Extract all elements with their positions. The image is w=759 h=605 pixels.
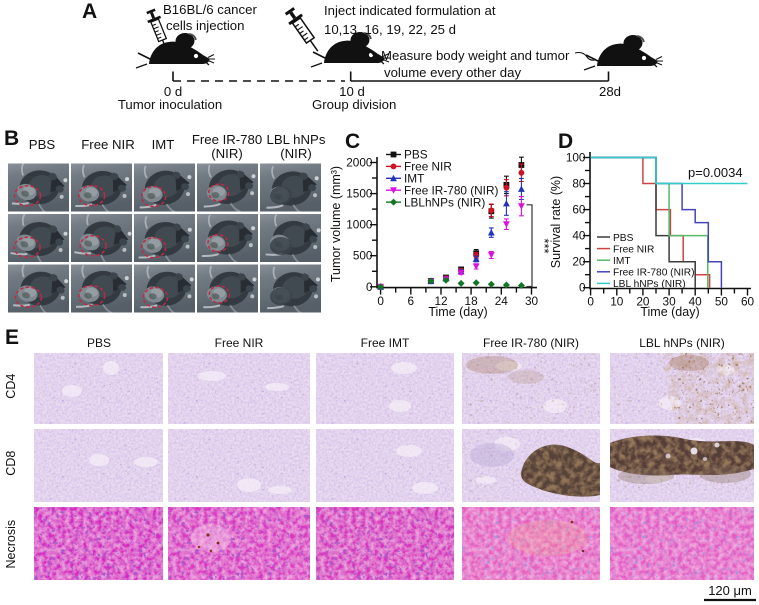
svg-text:30: 30 — [663, 295, 677, 309]
svg-text:50: 50 — [715, 295, 729, 309]
svg-text:60: 60 — [572, 203, 586, 217]
svg-text:80: 80 — [572, 177, 586, 191]
svg-text:10: 10 — [610, 295, 624, 309]
svg-text:60: 60 — [741, 295, 755, 309]
svg-text:LBLhNPs (NIR): LBLhNPs (NIR) — [404, 195, 485, 209]
svg-text:IMT: IMT — [404, 172, 424, 186]
svg-text:IMT: IMT — [613, 256, 631, 267]
svg-text:100: 100 — [566, 151, 586, 165]
svg-text:0: 0 — [579, 281, 586, 295]
svg-text:18: 18 — [465, 294, 479, 308]
svg-text:Tumor volume (mm³): Tumor volume (mm³) — [329, 166, 343, 282]
svg-text:LBL hNPs (NIR): LBL hNPs (NIR) — [613, 279, 686, 290]
svg-text:40: 40 — [689, 295, 703, 309]
svg-text:Free IR-780 (NIR): Free IR-780 (NIR) — [613, 268, 695, 279]
svg-text:p=0.0034: p=0.0034 — [688, 165, 743, 180]
svg-text:Free NIR: Free NIR — [404, 160, 452, 174]
svg-text:PBS: PBS — [613, 233, 634, 244]
svg-text:Free IR-780 (NIR): Free IR-780 (NIR) — [404, 183, 498, 197]
svg-text:1500: 1500 — [346, 187, 373, 201]
svg-text:0: 0 — [587, 295, 594, 309]
svg-text:500: 500 — [353, 249, 373, 263]
svg-text:24: 24 — [495, 294, 509, 308]
svg-text:Survival rate (%): Survival rate (%) — [549, 176, 563, 268]
svg-text:0: 0 — [377, 294, 384, 308]
svg-text:20: 20 — [572, 255, 586, 269]
svg-text:12: 12 — [434, 294, 447, 308]
svg-text:Time (day): Time (day) — [640, 305, 699, 319]
svg-text:Time (day): Time (day) — [428, 305, 487, 319]
svg-text:20: 20 — [636, 295, 650, 309]
svg-text:6: 6 — [408, 294, 415, 308]
svg-text:40: 40 — [572, 229, 586, 243]
svg-text:30: 30 — [525, 294, 539, 308]
svg-text:Free NIR: Free NIR — [613, 244, 654, 255]
svg-text:1000: 1000 — [346, 218, 373, 232]
svg-text:0: 0 — [366, 280, 373, 294]
svg-text:PBS: PBS — [404, 148, 428, 162]
svg-text:2000: 2000 — [346, 156, 373, 170]
svg-text:***: *** — [537, 238, 552, 253]
